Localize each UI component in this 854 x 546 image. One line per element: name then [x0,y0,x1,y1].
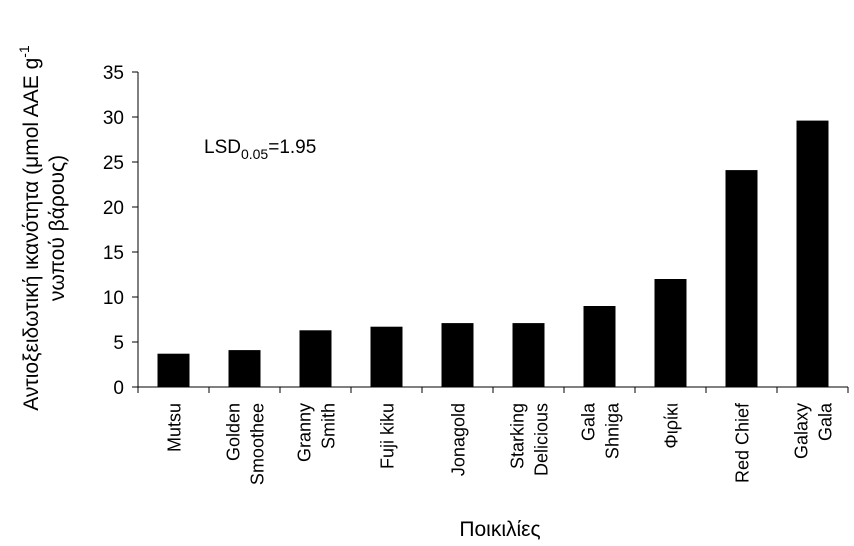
x-tick-label-line: Red Chief [733,402,753,483]
x-tick-label-line: Golden [224,403,244,461]
bar [441,323,474,387]
y-tick-label: 20 [103,198,124,219]
x-axis-title: Ποικιλίες [459,518,540,541]
bar [228,350,261,387]
x-tick-label: Golden Smoothee [224,403,268,485]
x-tick-label: Starking Delicious [508,403,552,476]
lsd-suffix: =1.95 [268,137,316,158]
y-tick-label: 25 [103,153,124,174]
x-tick-label: Gala Shniga [579,402,623,459]
x-tick-label-line: Delicious [532,403,552,476]
bar [157,353,190,387]
x-tick-label-line: Galaxy [792,403,812,459]
x-tick-label: Φιρίκι [662,403,682,449]
y-axis-title-superscript: -1 [16,45,32,58]
x-axis [137,386,849,393]
y-axis-title-main: Αντιοξειδωτική ικανότητα (μmol AAE g [20,58,43,411]
lsd-prefix: LSD [204,137,241,158]
x-tick-labels: Mutsu Golden Smoothee Granny Smith Fuji kiku J… [165,402,836,485]
x-tick-label: Fuji kiku [378,403,398,469]
y-tick-label: 0 [113,378,124,399]
x-tick-label-line: Φιρίκι [662,403,682,449]
y-tick-label: 35 [103,63,124,84]
lsd-subscript: 0.05 [241,146,268,162]
y-axis-title-line1: Αντιοξειδωτική ικανότητα (μmol AAE g-1 [16,45,43,411]
x-tick-label-line: Gala [579,402,599,441]
bar [796,120,829,387]
x-tick-label-line: Mutsu [165,403,185,452]
x-tick-label: Mutsu [165,403,185,452]
x-tick-label-line: Shniga [603,402,623,459]
bar [583,306,616,387]
bar [299,330,332,387]
lsd-annotation: LSD0.05=1.95 [204,137,316,162]
bar [654,279,687,387]
y-axis-title-line2: νωπού βάρους) [46,155,69,301]
bars [157,120,829,387]
y-tick-label: 15 [103,243,124,264]
bar [725,170,758,387]
y-axis-title: Αντιοξειδωτική ικανότητα (μmol AAE g-1 ν… [16,45,69,411]
x-tick-label-line: Smith [319,403,339,449]
x-tick-label-line: Starking [508,403,528,469]
x-tick-label-line: Fuji kiku [378,403,398,469]
y-tick-label: 10 [103,288,124,309]
x-tick-label: Red Chief [733,402,753,483]
x-tick-label-line: Jonagold [449,403,469,476]
x-tick-label: Jonagold [449,403,469,476]
x-tick-label-line: Granny [295,403,315,462]
x-tick-label: Galaxy Gala [792,402,836,459]
x-tick-label: Granny Smith [295,403,339,462]
x-tick-label-line: Gala [816,402,836,441]
x-tick-label-line: Smoothee [248,403,268,485]
bar [370,326,403,387]
y-axis: 0 5 10 15 20 25 30 35 [103,63,139,399]
y-tick-label: 30 [103,108,124,129]
bar [512,323,545,387]
y-tick-label: 5 [113,333,124,354]
